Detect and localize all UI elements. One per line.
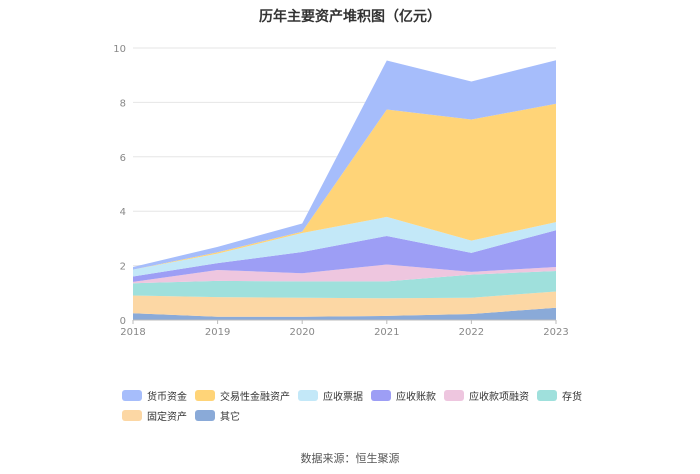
legend-item[interactable]: 应收款项融资 — [444, 388, 529, 403]
legend-label: 固定资产 — [147, 411, 187, 423]
legend-item[interactable]: 应收账款 — [371, 388, 436, 403]
legend-item[interactable]: 存货 — [537, 388, 582, 403]
area-series-3[interactable] — [133, 264, 556, 284]
legend-label: 应收款项融资 — [469, 391, 529, 403]
legend-swatch — [195, 389, 215, 401]
legend-swatch — [122, 409, 142, 421]
chart-title: 历年主要资产堆积图（亿元） — [259, 9, 441, 25]
area-series-4[interactable] — [133, 230, 556, 282]
x-tick-label: 2019 — [205, 327, 230, 338]
y-tick-label: 6 — [120, 153, 126, 164]
legend-swatch — [298, 389, 318, 401]
x-tick-label: 2021 — [374, 327, 399, 338]
y-tick-label: 8 — [120, 98, 126, 109]
legend-item[interactable]: 交易性金融资产 — [195, 388, 290, 403]
y-tick-label: 10 — [113, 44, 126, 55]
chart-legend: 货币资金 交易性金融资产 应收票据 应收账款 应收款项融资 存货固定资产 其它 — [122, 388, 592, 423]
area-series-7[interactable] — [133, 60, 556, 270]
y-tick-label: 4 — [120, 207, 126, 218]
legend-swatch — [195, 409, 215, 421]
y-tick-label: 0 — [120, 316, 126, 327]
data-source-note: 数据来源：恒生聚源 — [300, 452, 400, 465]
legend-item[interactable]: 固定资产 — [122, 408, 187, 423]
legend-swatch — [444, 389, 464, 401]
legend-label: 交易性金融资产 — [220, 391, 290, 403]
legend-label: 其它 — [220, 411, 240, 423]
y-tick-label: 2 — [120, 262, 126, 273]
legend-item[interactable]: 其它 — [195, 408, 240, 423]
x-tick-label: 2018 — [120, 327, 145, 338]
area-series-0[interactable] — [133, 307, 556, 320]
area-series-1[interactable] — [133, 291, 556, 317]
legend-label: 存货 — [562, 391, 582, 403]
legend-item[interactable]: 货币资金 — [122, 388, 187, 403]
x-tick-label: 2020 — [289, 327, 314, 338]
legend-swatch — [537, 389, 557, 401]
legend-label: 货币资金 — [147, 391, 187, 403]
legend-label: 应收账款 — [396, 391, 436, 403]
x-tick-label: 2022 — [459, 327, 484, 338]
legend-swatch — [371, 389, 391, 401]
legend-swatch — [122, 389, 142, 401]
x-tick-label: 2023 — [543, 327, 568, 338]
legend-label: 应收票据 — [323, 391, 363, 403]
area-series-2[interactable] — [133, 271, 556, 299]
area-series-5[interactable] — [133, 216, 556, 277]
legend-item[interactable]: 应收票据 — [298, 388, 363, 403]
area-series-6[interactable] — [133, 103, 556, 270]
